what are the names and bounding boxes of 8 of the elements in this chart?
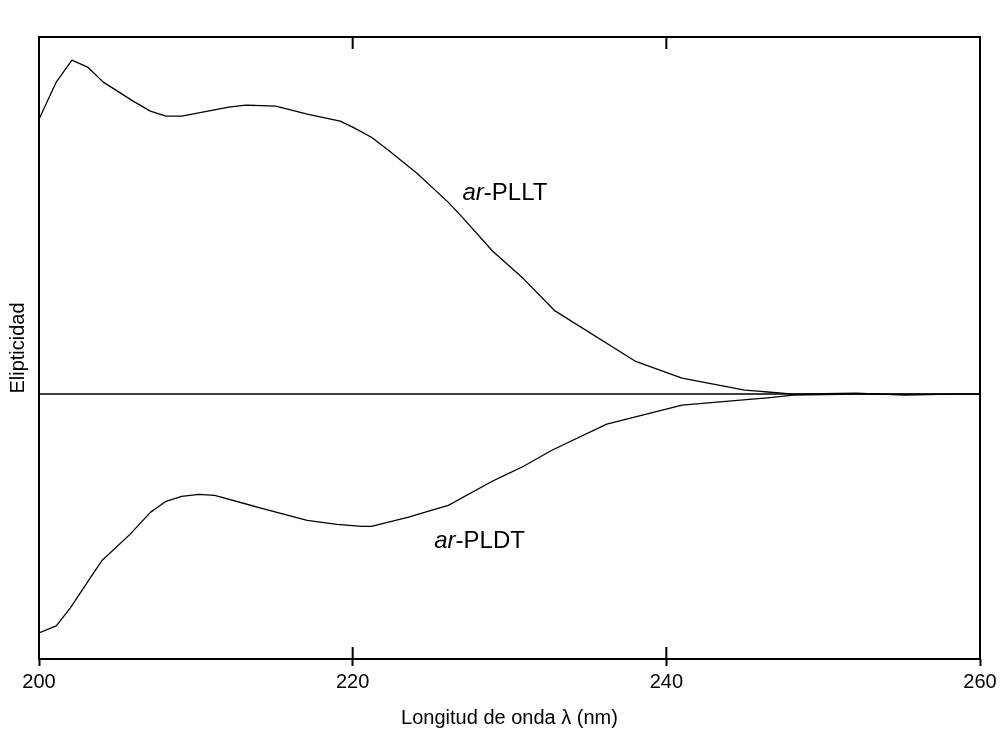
series-label: ar-PLLT (462, 178, 548, 206)
x-axis-title: Longitud de onda λ (nm) (401, 705, 618, 728)
x-tick-label: 200 (22, 669, 56, 692)
x-tick-label: 240 (649, 669, 684, 692)
series-label: ar-PLDT (434, 525, 526, 553)
x-tick-label: 260 (963, 669, 997, 692)
x-tick-label: 220 (335, 669, 370, 692)
y-axis-title: Elipticidad (5, 302, 28, 394)
